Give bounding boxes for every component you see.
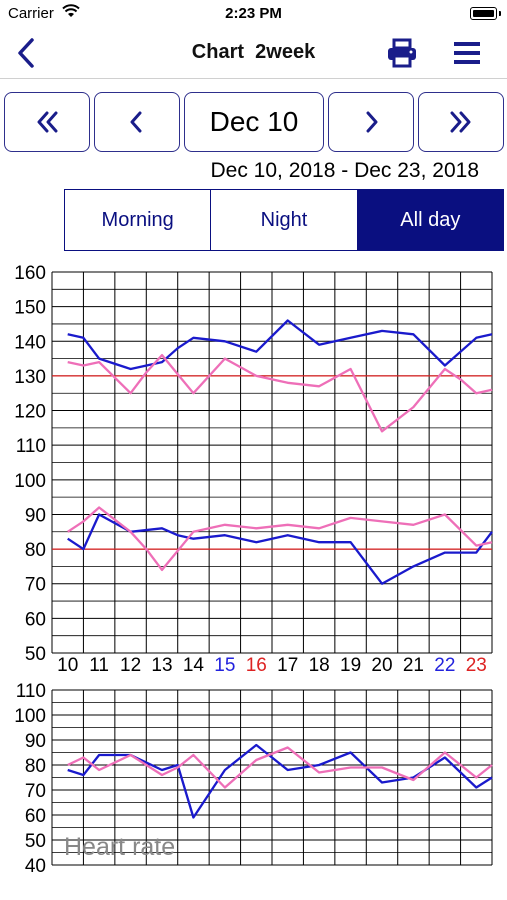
x-tick-label: 16	[246, 655, 267, 676]
x-tick-label: 20	[371, 655, 392, 676]
tab-morning[interactable]: Morning	[65, 190, 212, 250]
x-tick-label: 22	[434, 655, 455, 676]
y-tick-label: 70	[25, 781, 46, 802]
double-chevron-right-icon	[450, 111, 471, 133]
date-button[interactable]: Dec 10	[184, 92, 324, 152]
y-tick-label: 120	[14, 402, 46, 423]
series-line	[67, 506, 493, 572]
tab-night[interactable]: Night	[211, 190, 358, 250]
chevron-left-icon	[130, 111, 142, 133]
chevron-right-icon	[366, 111, 378, 133]
y-tick-label: 40	[25, 856, 46, 877]
x-tick-label: 21	[403, 655, 424, 676]
previous-day-button[interactable]	[94, 92, 180, 152]
next-day-button[interactable]	[328, 92, 414, 152]
tab-all-day[interactable]: All day	[357, 190, 503, 250]
series-line	[67, 513, 493, 585]
double-chevron-left-icon	[37, 111, 58, 133]
y-tick-label: 60	[25, 609, 46, 630]
y-tick-label: 80	[25, 540, 46, 561]
y-tick-label: 130	[14, 367, 46, 388]
carrier-label: Carrier	[8, 5, 54, 22]
y-tick-label: 60	[25, 806, 46, 827]
x-tick-label: 14	[183, 655, 205, 676]
y-tick-label: 70	[25, 575, 46, 596]
battery-icon	[470, 7, 501, 20]
chart-title: Heart rate	[64, 833, 175, 861]
status-time: 2:23 PM	[225, 5, 282, 22]
y-tick-label: 90	[25, 505, 46, 526]
page-title: Chart 2week	[191, 41, 316, 63]
x-tick-label: 10	[57, 655, 78, 676]
x-tick-label: 18	[309, 655, 330, 676]
status-bar: Carrier 2:23 PM	[0, 0, 507, 28]
x-tick-label: 12	[120, 655, 141, 676]
y-tick-label: 50	[25, 831, 46, 852]
y-tick-label: 50	[25, 644, 46, 665]
x-tick-label: 23	[466, 655, 487, 676]
x-tick-label: 15	[214, 655, 235, 676]
next-period-button[interactable]	[418, 92, 504, 152]
current-date: Dec 10	[209, 106, 299, 137]
wifi-icon	[62, 4, 80, 17]
previous-period-button[interactable]	[4, 92, 90, 152]
y-tick-label: 80	[25, 756, 46, 777]
time-of-day-selector: Morning Night All day	[64, 189, 504, 251]
y-tick-label: 90	[25, 731, 46, 752]
series-line	[67, 353, 493, 433]
x-tick-label: 19	[340, 655, 361, 676]
x-tick-label: 17	[277, 655, 298, 676]
menu-icon[interactable]	[452, 40, 482, 66]
y-tick-label: 160	[14, 263, 46, 284]
y-tick-label: 110	[16, 436, 46, 457]
date-range: Dec 10, 2018 - Dec 23, 2018	[210, 159, 479, 182]
navigation-bar: Chart 2week	[0, 28, 507, 79]
series-line	[67, 746, 493, 789]
y-tick-label: 110	[16, 681, 46, 702]
print-icon[interactable]	[386, 38, 418, 68]
x-tick-label: 13	[151, 655, 172, 676]
y-tick-label: 100	[14, 471, 46, 492]
series-line	[67, 319, 493, 371]
y-tick-label: 100	[14, 706, 46, 727]
y-tick-label: 140	[14, 332, 46, 353]
x-tick-label: 11	[89, 655, 109, 676]
y-tick-label: 150	[14, 298, 46, 319]
back-icon[interactable]	[12, 36, 40, 70]
